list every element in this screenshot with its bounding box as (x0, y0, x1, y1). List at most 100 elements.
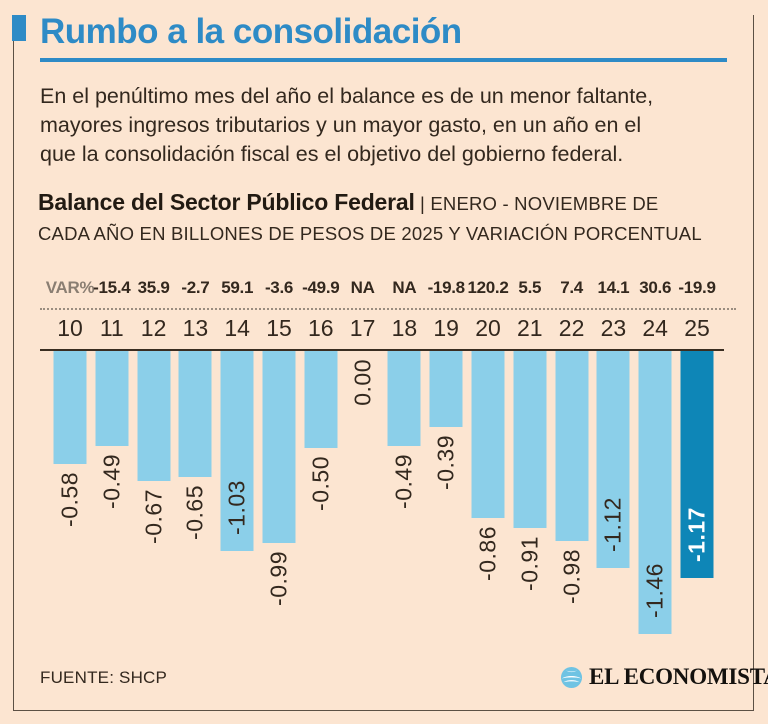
bar-value-label: -0.98 (558, 549, 585, 604)
bar-value-label: -1.46 (641, 563, 668, 618)
intro-line: que la consolidación fiscal es el objeti… (40, 142, 624, 166)
var-value: 14.1 (597, 278, 630, 297)
bar (429, 351, 463, 427)
bar (262, 351, 296, 543)
bar (137, 351, 171, 481)
brand-logo: EL ECONOMISTA (560, 664, 768, 690)
bar-value-label: -0.49 (390, 454, 417, 509)
bar-value-label: -0.91 (516, 536, 543, 591)
bar-column: -0.67 (133, 351, 175, 681)
page-title: Rumbo a la consolidación (40, 12, 462, 51)
intro-line: En el penúltimo mes del año el balance e… (40, 84, 654, 108)
bar (471, 351, 505, 518)
frame-bottom-rule (13, 710, 754, 711)
dotted-divider (40, 308, 736, 310)
brand-name: EL ECONOMISTA (589, 664, 768, 689)
bar-value-label: -1.17 (683, 507, 710, 562)
var-value: 5.5 (518, 278, 542, 297)
bar-highlighted (680, 351, 714, 578)
bar-value-label: -0.99 (265, 551, 292, 606)
bar (220, 351, 254, 551)
bar-value-label: -0.86 (474, 526, 501, 581)
bar (53, 351, 87, 464)
bar-value-label: -0.58 (56, 472, 83, 527)
bar-value-label: -0.39 (432, 435, 459, 490)
year-label: 25 (684, 315, 710, 341)
var-value: -15.4 (93, 278, 131, 297)
bar-value-label: -0.65 (181, 485, 208, 540)
year-label: 23 (600, 315, 627, 341)
bar (555, 351, 589, 541)
year-label: 15 (266, 315, 292, 341)
chart-heading-line1: Balance del Sector Público Federal | ENE… (38, 188, 743, 220)
year-label: 18 (391, 315, 418, 341)
var-value: 30.6 (639, 278, 672, 297)
bar-value-label: -1.12 (599, 497, 626, 552)
intro-line: mayores ingresos tributarios y un mayor … (40, 113, 642, 137)
bar-column: -0.99 (258, 351, 300, 681)
bar-column: -0.91 (509, 351, 551, 681)
chart-title: Balance del Sector Público Federal (38, 189, 415, 215)
bar-column: -0.50 (300, 351, 342, 681)
year-label: 24 (642, 315, 668, 341)
year-label: 16 (307, 315, 334, 341)
year-label: 14 (224, 315, 250, 341)
year-label: 19 (433, 315, 459, 341)
bar-column: -0.39 (425, 351, 467, 681)
bar-value-label: -1.03 (223, 480, 250, 535)
zero-axis-line (40, 349, 724, 351)
bar-column: -1.17 (676, 351, 718, 681)
var-row-label: VAR% (45, 278, 95, 297)
var-value: -49.9 (302, 278, 340, 297)
title-underline (40, 58, 727, 62)
year-label: 10 (57, 315, 83, 341)
var-value: 7.4 (560, 278, 583, 297)
bar (95, 351, 129, 446)
bar-column: -1.46 (634, 351, 676, 681)
title-bullet-marker (12, 15, 26, 41)
bar-column: -1.12 (593, 351, 635, 681)
chart-subtitle-part1: | ENERO - NOVIEMBRE DE (414, 193, 659, 214)
bar-value-label: -0.67 (140, 489, 167, 544)
var-value: -19.8 (427, 278, 466, 297)
var-value: NA (350, 278, 375, 297)
bar (513, 351, 547, 528)
bar (178, 351, 212, 477)
year-label: 12 (140, 315, 167, 341)
bar (387, 351, 421, 446)
bar-value-label: -0.49 (98, 454, 125, 509)
bar (596, 351, 630, 568)
var-value: 120.2 (467, 278, 509, 297)
bar-chart-plot: -0.58 -0.49 -0.67 -0.65 -1.03 -0.99 -0.50 0.00 -… (0, 351, 768, 681)
bar-column: -0.65 (175, 351, 217, 681)
year-label: 11 (99, 315, 124, 341)
frame-left-rule (13, 15, 14, 710)
year-label: 17 (349, 315, 376, 341)
bar-column: -1.03 (216, 351, 258, 681)
var-value: -3.6 (264, 278, 294, 297)
chart-subtitle-part2: CADA AÑO EN BILLONES DE PESOS DE 2025 Y … (38, 223, 702, 244)
bar-column: -0.98 (551, 351, 593, 681)
var-value: -19.9 (678, 278, 716, 297)
intro-paragraph: En el penúltimo mes del año el balance e… (40, 82, 740, 169)
frame-right-rule (753, 15, 754, 710)
year-label: 21 (516, 315, 543, 341)
chart-heading: Balance del Sector Público Federal | ENE… (38, 188, 743, 248)
bar-column: -0.58 (49, 351, 91, 681)
source-note: FUENTE: SHCP (40, 668, 168, 687)
var-value: 35.9 (137, 278, 170, 297)
bar-column: -0.49 (384, 351, 426, 681)
var-value: 59.1 (221, 278, 254, 297)
var-value: -2.7 (181, 278, 210, 297)
year-label: 20 (475, 315, 501, 341)
bar-column: -0.49 (91, 351, 133, 681)
globe-wave-icon (560, 666, 583, 688)
year-label: 22 (558, 315, 585, 341)
year-label: 13 (182, 315, 209, 341)
bar (304, 351, 338, 448)
bar-column: -0.86 (467, 351, 509, 681)
bar-value-label: 0.00 (349, 359, 376, 406)
var-value: NA (392, 278, 417, 297)
bar (638, 351, 672, 634)
